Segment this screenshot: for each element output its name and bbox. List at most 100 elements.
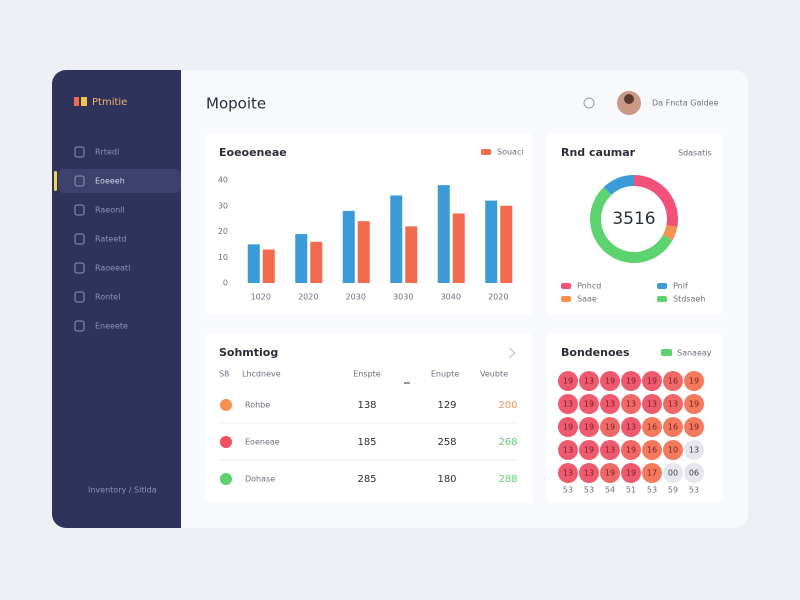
heat-cell: [558, 463, 578, 483]
heat-value: 19: [689, 400, 699, 409]
legend-swatch: [657, 283, 667, 289]
cell: 288: [498, 474, 517, 485]
legend-swatch: [561, 283, 571, 289]
heat-cell: [684, 394, 704, 414]
heat-value: 13: [626, 400, 636, 409]
nav-label[interactable]: Rrtedl: [95, 148, 119, 157]
row-label[interactable]: Rohbe: [245, 401, 270, 410]
heat-cell: [600, 417, 620, 437]
cell: 285: [357, 474, 376, 485]
bar: [485, 200, 498, 283]
nav-icon: [74, 233, 85, 245]
table-header: Veubte: [480, 370, 508, 379]
arrow-icon[interactable]: [508, 347, 516, 359]
donut-segment: [634, 174, 678, 228]
heat-value: 13: [584, 377, 594, 386]
legend-swatch: [657, 296, 667, 302]
x-tick-label: 2020: [298, 293, 318, 302]
heat-col-label: 54: [605, 486, 615, 495]
logo-icon: [81, 97, 87, 106]
donut-segment: [603, 175, 634, 195]
heat-value: 17: [647, 469, 657, 478]
logo-text: Ptmitie: [92, 97, 127, 108]
heat-cell: [579, 371, 599, 391]
bar: [295, 234, 308, 283]
heat-value: 13: [689, 446, 699, 455]
nav-label[interactable]: Rontel: [95, 293, 120, 302]
heat-cell: [600, 463, 620, 483]
cell: 268: [498, 437, 517, 448]
page-title: Mopoite: [206, 95, 266, 113]
legend-label: Stdsaeh: [673, 295, 705, 304]
panel-title: Eoeoeneae: [219, 146, 287, 159]
heat-value: 19: [605, 377, 615, 386]
y-tick-label: 40: [218, 176, 228, 185]
heat-cell: [642, 440, 662, 460]
heat-value: 13: [605, 446, 615, 455]
heat-value: 19: [626, 446, 636, 455]
x-tick-label: 3040: [441, 293, 461, 302]
panel-subtitle: Sdasatis: [678, 149, 712, 158]
heat-cell: [558, 417, 578, 437]
heat-cell: [684, 463, 704, 483]
heat-col-label: 53: [584, 486, 594, 495]
heat-col-label: 59: [668, 486, 678, 495]
heat-cell: [621, 417, 641, 437]
heat-value: 19: [626, 377, 636, 386]
heat-cell: [642, 394, 662, 414]
heat-value: 16: [668, 377, 678, 386]
status-dot: [220, 436, 232, 448]
y-tick-label: 10: [218, 253, 228, 262]
nav-label[interactable]: Raeonll: [95, 206, 125, 215]
legend-label: Pnlf: [673, 282, 688, 291]
heat-value: 19: [605, 423, 615, 432]
panel-title: Bondenoes: [561, 346, 630, 359]
heat-cell: [663, 371, 683, 391]
bell-icon[interactable]: [583, 97, 595, 109]
legend-swatch: [561, 296, 571, 302]
heat-value: 19: [689, 377, 699, 386]
heat-cell: [621, 371, 641, 391]
heat-cell: [600, 394, 620, 414]
cell: 138: [357, 400, 376, 411]
y-tick-label: 0: [223, 279, 228, 288]
heat-cell: [663, 440, 683, 460]
table-header: Enupte: [431, 370, 459, 379]
table-header: S8: [219, 370, 229, 379]
legend-label: Sanaeay: [677, 349, 712, 358]
heat-col-label: 53: [647, 486, 657, 495]
y-tick-label: 20: [218, 227, 228, 236]
heat-cell: [579, 394, 599, 414]
heat-cell: [684, 417, 704, 437]
bar: [500, 205, 513, 283]
status-dot: [220, 473, 232, 485]
heat-value: 19: [584, 423, 594, 432]
bar: [247, 244, 260, 283]
heat-value: 06: [689, 469, 699, 478]
cell: 185: [357, 437, 376, 448]
heat-value: 10: [668, 446, 678, 455]
heat-value: 19: [626, 469, 636, 478]
nav-label[interactable]: Eneeete: [95, 322, 128, 331]
heat-cell: [558, 371, 578, 391]
heat-value: 19: [584, 400, 594, 409]
donut-segment: [662, 225, 678, 241]
user-name[interactable]: Da Fncta Gaidee: [652, 99, 719, 108]
nav-indicator: [54, 171, 57, 191]
heat-value: 13: [668, 400, 678, 409]
nav-label[interactable]: Raoeeatl: [95, 264, 130, 273]
donut-center: 3516: [612, 209, 655, 229]
row-label[interactable]: Dohase: [245, 475, 275, 484]
panel-title: Sohmtiog: [219, 346, 278, 359]
nav-label[interactable]: Eoeeeh: [95, 177, 125, 186]
heat-cell: [600, 440, 620, 460]
bar: [357, 221, 370, 283]
heat-cell: [621, 394, 641, 414]
heat-cell: [642, 417, 662, 437]
nav-active: [58, 169, 181, 193]
heat-value: 19: [647, 377, 657, 386]
row-label[interactable]: Eoeneae: [245, 438, 280, 447]
heat-cell: [684, 371, 704, 391]
nav-label[interactable]: Rateetd: [95, 235, 126, 244]
heat-value: 13: [563, 400, 573, 409]
